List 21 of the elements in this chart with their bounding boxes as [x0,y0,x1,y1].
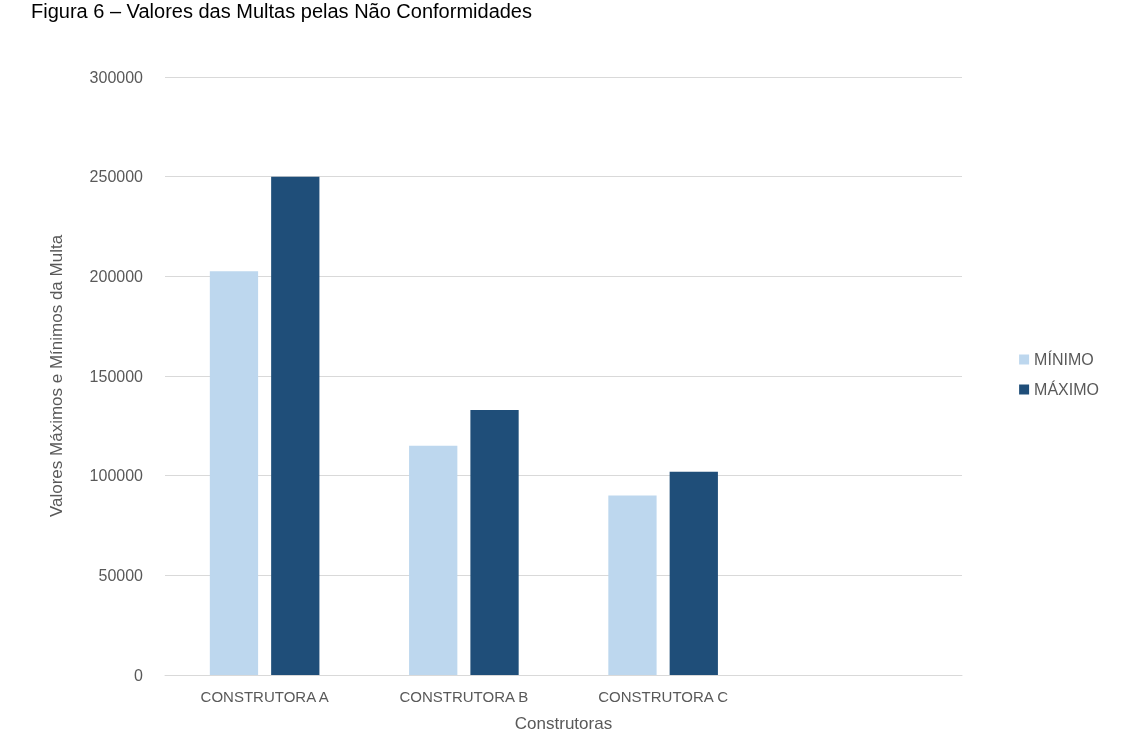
bar [608,495,657,675]
y-tick-label: 100000 [89,467,144,485]
x-tick-label: CONSTRUTORA C [598,688,729,705]
y-tick-label: 0 [134,666,144,684]
y-axis-title: Valores Máximos e Mínimos da Multa [47,234,66,518]
bar [409,445,458,675]
x-tick-label: CONSTRUTORA B [399,688,529,705]
y-tick-label: 50000 [98,566,144,584]
bar [470,409,519,675]
y-tick-label: 250000 [89,168,144,186]
legend-label: MÍNIMO [1034,350,1094,368]
chart-title: Figura 6 – Valores das Multas pelas Não Conformidades [31,0,532,22]
legend-label: MÁXIMO [1034,380,1099,398]
x-tick-label: CONSTRUTORA A [200,688,329,705]
bar [669,471,718,675]
bar [209,271,259,675]
bar [271,176,320,675]
x-axis-title: Construtoras [514,714,613,733]
y-tick-label: 150000 [89,367,144,385]
y-tick-label: 300000 [89,68,144,86]
y-tick-label: 200000 [89,267,144,285]
